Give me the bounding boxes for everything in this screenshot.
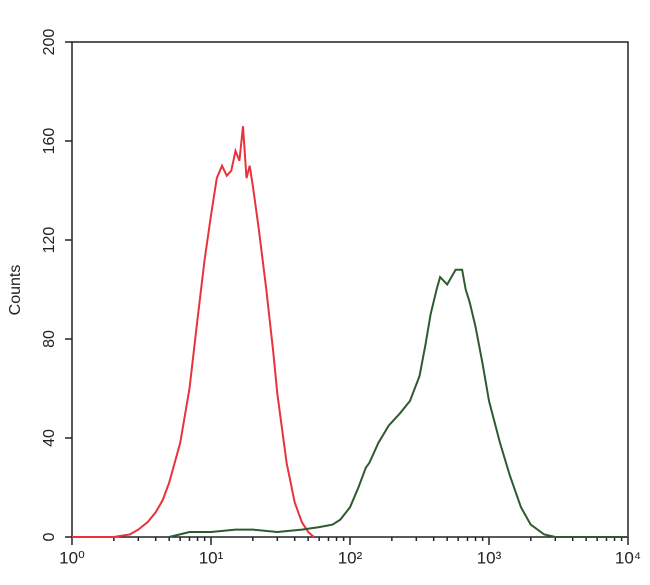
series-line (168, 268, 628, 538)
y-tick-label: 200 (41, 29, 58, 56)
y-tick-label: 40 (41, 429, 58, 447)
y-tick-label: 160 (41, 128, 58, 155)
x-tick-label: 10³ (477, 548, 502, 567)
x-tick-label: 10¹ (199, 548, 224, 567)
y-tick-label: 0 (41, 532, 58, 541)
plot-frame (71, 41, 629, 538)
series-line (72, 126, 315, 538)
y-tick-label: 120 (41, 227, 58, 254)
x-tick-label: 10⁰ (59, 548, 85, 567)
y-tick-label: 80 (41, 330, 58, 348)
x-tick-label: 10⁴ (615, 548, 641, 567)
y-axis-label: Counts (7, 265, 24, 316)
x-tick-label: 10² (338, 548, 363, 567)
